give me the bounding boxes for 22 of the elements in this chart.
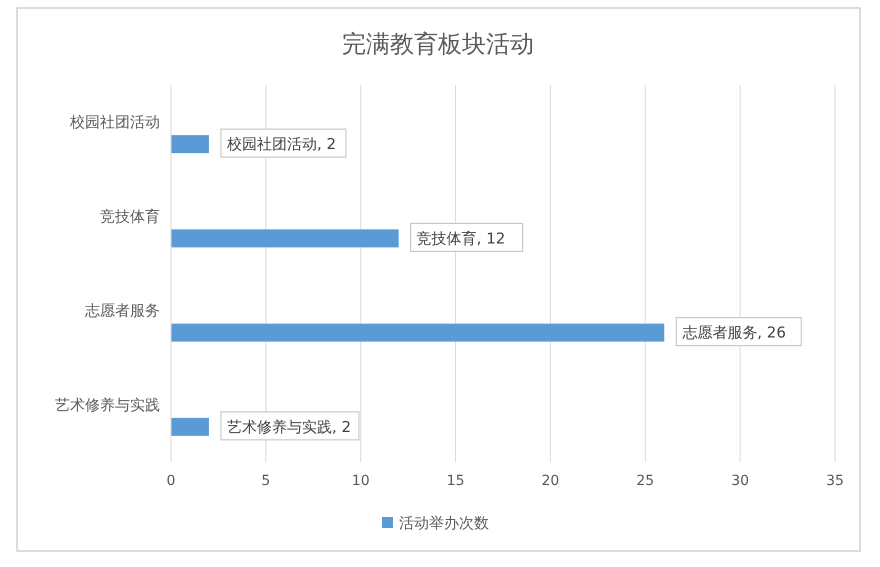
y-tick-label: 校园社团活动: [69, 113, 160, 132]
data-label: 竞技体育, 12: [416, 229, 506, 248]
data-label: 艺术修养与实践, 2: [226, 418, 352, 436]
bar: [171, 324, 664, 342]
x-tick-label: 5: [261, 473, 270, 489]
legend-label: 活动举办次数: [399, 514, 489, 532]
x-tick-label: 35: [826, 473, 844, 489]
x-tick-label: 25: [636, 473, 654, 489]
x-tick-label: 0: [166, 473, 176, 489]
y-tick-label: 竞技体育: [100, 207, 160, 226]
y-tick-label: 艺术修养与实践: [55, 396, 160, 414]
bar: [171, 229, 399, 248]
y-tick-label: 志愿者服务: [85, 302, 160, 320]
data-label: 校园社团活动, 2: [226, 135, 336, 154]
x-tick-label: 30: [731, 473, 750, 489]
bar: [171, 135, 209, 154]
x-tick-label: 15: [446, 473, 464, 489]
bar: [171, 418, 209, 436]
x-tick-label: 20: [542, 473, 560, 489]
data-label: 志愿者服务, 26: [682, 324, 786, 342]
x-tick-label: 10: [352, 473, 370, 489]
chart-title: 完满教育板块活动: [342, 30, 534, 58]
